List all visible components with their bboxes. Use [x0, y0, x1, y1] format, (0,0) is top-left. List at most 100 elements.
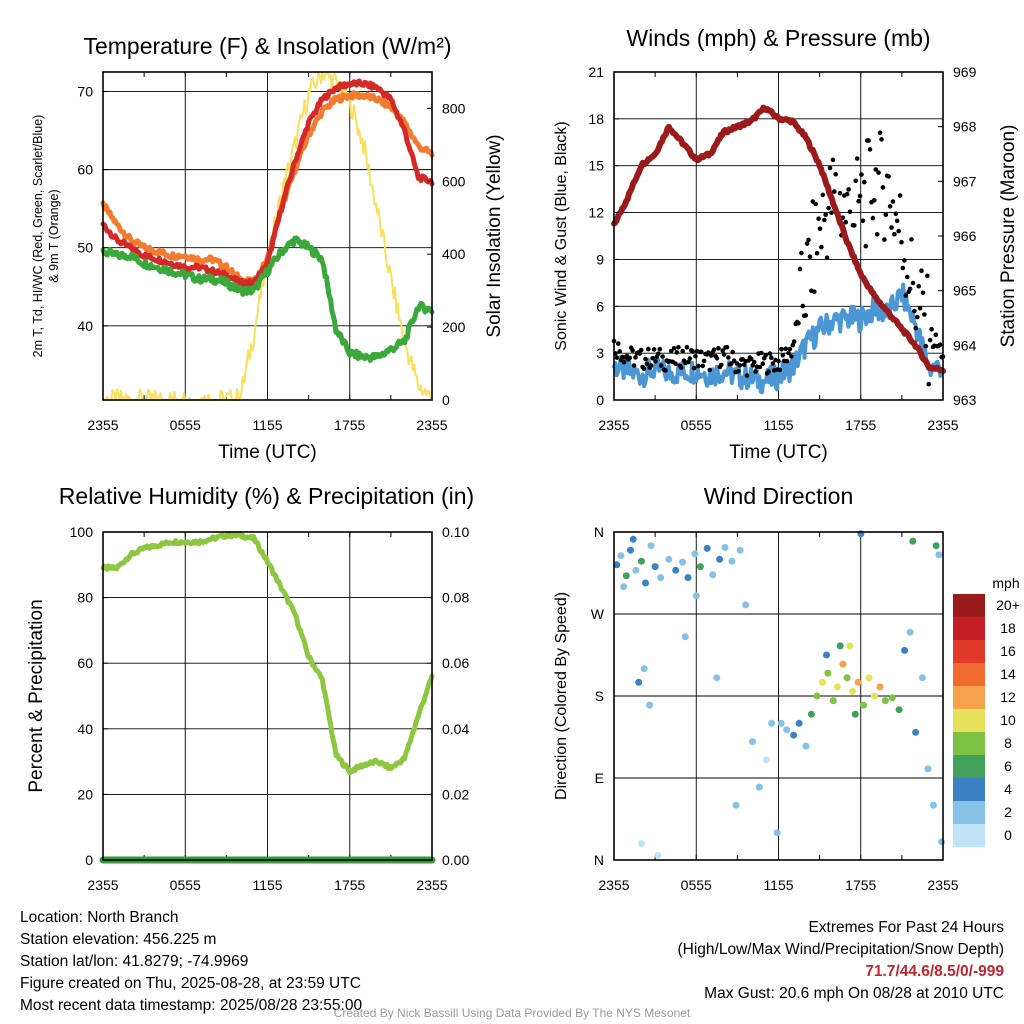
y-tick-label-right: 963 — [953, 392, 977, 408]
extremes-values: 71.7/44.6/8.5/0/-999 — [865, 963, 1004, 980]
direction-point — [881, 697, 889, 705]
gust-point — [614, 355, 620, 360]
direction-point — [691, 550, 699, 558]
gust-point — [915, 314, 920, 320]
colorbar-swatch-6 — [953, 755, 985, 778]
gust-point — [678, 365, 684, 370]
gust-point — [700, 363, 705, 369]
colorbar-swatch-12 — [953, 686, 985, 709]
direction-point — [865, 674, 873, 682]
gust-point — [736, 368, 741, 374]
gust-point — [853, 178, 858, 184]
y-tick-label-right: 0.02 — [442, 786, 469, 802]
gust-point — [787, 346, 793, 352]
direction-point — [742, 601, 750, 609]
gust-point — [650, 355, 655, 361]
gust-point — [912, 308, 917, 314]
gust-point — [866, 138, 871, 143]
direction-point — [627, 546, 634, 554]
y-tick-label-left: 6 — [596, 298, 604, 314]
colorbar-label: 16 — [1000, 643, 1016, 659]
x-tick-label: 1155 — [763, 877, 793, 893]
gust-point — [903, 293, 909, 298]
gust-point — [917, 305, 923, 311]
gust-point — [766, 369, 771, 375]
direction-points — [613, 530, 946, 859]
gust-point — [644, 361, 650, 367]
gust-point — [812, 289, 817, 295]
direction-point — [829, 697, 837, 705]
gust-point — [919, 268, 924, 274]
gust-point — [833, 172, 838, 177]
gust-point — [749, 356, 754, 362]
gust-point — [852, 223, 857, 228]
gust-point — [822, 217, 827, 223]
colorbar-label: 14 — [1000, 666, 1016, 682]
y-tick-label-left: 60 — [77, 655, 93, 671]
gust-point — [767, 351, 773, 356]
gust-point — [926, 381, 931, 387]
gust-point — [760, 361, 766, 367]
x-tick-label: 0555 — [170, 417, 201, 433]
direction-point — [629, 535, 637, 543]
x-tick-label: 1155 — [252, 877, 282, 893]
y-tick-label-right: 400 — [442, 246, 466, 262]
direction-point — [679, 558, 686, 566]
plot-border — [102, 71, 433, 401]
series-2m-temperature — [100, 78, 435, 289]
direction-point — [846, 642, 854, 650]
direction-point — [802, 742, 810, 750]
direction-point — [813, 692, 821, 700]
gust-point — [701, 358, 707, 364]
x-tick-label: 2355 — [87, 877, 118, 893]
direction-point — [654, 851, 662, 859]
gust-point — [933, 332, 939, 338]
gust-point — [630, 348, 635, 353]
gust-point — [658, 363, 664, 368]
y-tick-label-left: N — [594, 524, 604, 540]
colorbar-label: 0 — [1004, 827, 1012, 843]
y-tick-label-left: 70 — [77, 84, 93, 100]
gust-point — [927, 337, 933, 343]
y-axis-label-right: Solar Insolation (Yellow) — [484, 134, 505, 337]
gust-point — [830, 157, 836, 163]
extremes-title: Extremes For Past 24 Hours — [808, 919, 1004, 936]
gust-point — [751, 359, 757, 365]
y-tick-label-left: 60 — [77, 162, 93, 178]
gust-point — [780, 353, 786, 358]
colorbar-swatch-0 — [953, 824, 985, 847]
gust-point — [826, 205, 831, 211]
colorbar-swatch-4 — [953, 778, 985, 801]
gust-point — [707, 367, 713, 373]
y-tick-label-left: 15 — [588, 158, 604, 174]
x-tick-label: 1155 — [252, 417, 282, 433]
y-tick-label-right: 966 — [953, 228, 977, 244]
direction-point — [613, 561, 621, 569]
gust-point — [894, 218, 900, 224]
gust-point — [784, 358, 790, 364]
direction-point — [768, 719, 776, 727]
gust-point — [874, 232, 880, 237]
gust-point — [870, 215, 876, 221]
gust-point — [846, 187, 851, 192]
gust-point — [877, 130, 883, 136]
gust-point — [690, 349, 695, 354]
gust-point — [726, 355, 731, 360]
y-tick-label-left: N — [594, 852, 604, 868]
chart-title: Relative Humidity (%) & Precipitation (i… — [59, 483, 474, 509]
y-tick-label-left: 20 — [77, 786, 93, 802]
direction-point — [646, 701, 654, 709]
gust-point — [857, 193, 863, 199]
gust-point — [633, 355, 638, 360]
gust-point — [897, 193, 903, 198]
gust-point — [783, 346, 788, 352]
colorbar-swatch-14 — [953, 663, 985, 686]
gust-point — [770, 361, 776, 366]
colorbar-label: 12 — [1000, 689, 1016, 705]
gust-point — [720, 348, 725, 353]
gust-point — [769, 355, 774, 361]
gust-point — [737, 363, 743, 368]
direction-point — [901, 646, 909, 654]
plot-border — [102, 531, 433, 861]
gust-point — [876, 170, 881, 175]
